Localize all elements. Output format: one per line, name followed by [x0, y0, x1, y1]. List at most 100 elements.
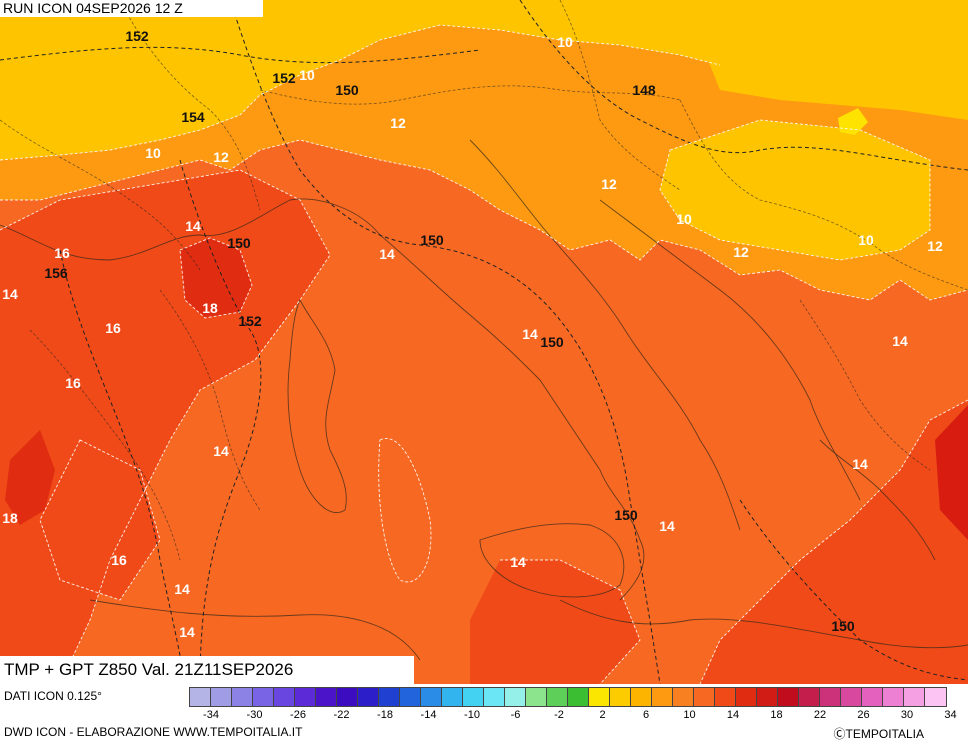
colorbar-tick-label: -30 [246, 709, 263, 721]
geopotential-label: 150 [335, 82, 359, 98]
colorbar-ticks: -34 -30 -26 -22 -18 -14 -10 -6 -2 2 6 10 14 18 22 26 30 3… [0, 709, 968, 723]
temperature-label: 14 [522, 326, 538, 342]
colorbar-tick-label: 6 [642, 709, 650, 721]
colorbar-swatch [862, 688, 883, 706]
temperature-label: 16 [54, 245, 70, 261]
colorbar-swatch [526, 688, 547, 706]
colorbar-swatch [190, 688, 211, 706]
colorbar-tick-label: -26 [290, 709, 306, 721]
temperature-map: 10 10 10 12 12 12 10 10 12 12 14 14 16 14 16 18 16 14 14 14… [0, 0, 968, 684]
colorbar-tick-label: 14 [726, 709, 740, 721]
colorbar-swatch [421, 688, 442, 706]
colorbar-tick-label: 2 [599, 709, 606, 721]
colorbar-swatch [631, 688, 652, 706]
temperature-label: 10 [145, 145, 161, 161]
temperature-label: 18 [2, 510, 18, 526]
temperature-label: 14 [185, 218, 201, 234]
colorbar-swatch [505, 688, 526, 706]
colorbar-tick-label: 18 [770, 709, 783, 721]
colorbar-swatch [484, 688, 505, 706]
temperature-label: 14 [379, 246, 395, 262]
temperature-label: 14 [2, 286, 18, 302]
colorbar-tick-label: 26 [857, 709, 870, 721]
temperature-label: 12 [733, 244, 749, 260]
colorbar-swatch [547, 688, 568, 706]
temperature-label: 12 [390, 115, 406, 131]
colorbar-tick-label: 34 [944, 709, 957, 721]
temperature-label: 14 [510, 554, 526, 570]
colorbar-swatch [715, 688, 736, 706]
colorbar-swatch [925, 688, 946, 706]
geopotential-label: 150 [227, 235, 251, 251]
colorbar-swatch [274, 688, 295, 706]
temperature-label: 10 [557, 34, 573, 50]
temperature-label: 14 [659, 518, 675, 534]
field-16-south [40, 440, 160, 600]
colorbar-tick-label: -18 [377, 709, 393, 721]
colorbar-tick-label: -22 [333, 709, 350, 721]
map-title: TMP + GPT Z850 Val. 21Z11SEP2026 [0, 656, 414, 684]
geopotential-label: 152 [125, 28, 149, 44]
geopotential-label: 150 [420, 232, 444, 248]
geopotential-label: 150 [831, 618, 855, 634]
colorbar-swatch [820, 688, 841, 706]
colorbar-swatch [337, 688, 358, 706]
colorbar-tick-label: -14 [420, 709, 437, 721]
colorbar-swatch [757, 688, 778, 706]
temperature-label: 12 [927, 238, 943, 254]
credit-label: ⒸTEMPOITALIA [833, 727, 924, 741]
field-18-greece [935, 405, 968, 540]
colorbar-swatch [841, 688, 862, 706]
colorbar-swatch [904, 688, 925, 706]
temperature-label: 14 [174, 581, 190, 597]
colorbar-swatch [736, 688, 757, 706]
temperature-label: 10 [299, 67, 315, 83]
run-label: RUN ICON 04SEP2026 12 Z [0, 0, 263, 17]
colorbar-swatch [778, 688, 799, 706]
colorbar-swatch [400, 688, 421, 706]
geopotential-label: 152 [238, 313, 262, 329]
temperature-label: 14 [892, 333, 908, 349]
geopotential-label: 150 [614, 507, 638, 523]
temperature-label: 14 [179, 624, 195, 640]
colorbar-swatch [211, 688, 232, 706]
colorbar-tick-label: 30 [900, 709, 914, 721]
colorbar-swatch [232, 688, 253, 706]
colorbar-swatch [883, 688, 904, 706]
temperature-isolines [0, 24, 968, 684]
temperature-label: 18 [202, 300, 218, 316]
temperature-label: 16 [65, 375, 81, 391]
colorbar-swatch [295, 688, 316, 706]
geopotential-label: 156 [44, 265, 68, 281]
temperature-colorbar [189, 687, 947, 707]
colorbar-swatch [358, 688, 379, 706]
temperature-label: 16 [105, 320, 121, 336]
field-18-spain [180, 238, 252, 318]
colorbar-swatch [589, 688, 610, 706]
field-16-mid [470, 560, 640, 684]
colorbar-tick-label: -10 [464, 709, 480, 721]
geopotential-label: 154 [181, 109, 205, 125]
colorbar-tick-label: -6 [510, 709, 521, 721]
colorbar-swatch [673, 688, 694, 706]
colorbar-tick-label: -2 [554, 709, 564, 721]
geopotential-label: 152 [272, 70, 296, 86]
elaboration-label: DWD ICON - ELABORAZIONE WWW.TEMPOITALIA.… [4, 725, 303, 739]
geopotential-label: 148 [632, 82, 656, 98]
colorbar-swatch [316, 688, 337, 706]
field-16-east [700, 400, 968, 684]
colorbar-tick-label: 10 [683, 709, 696, 721]
colorbar-tick-label: 22 [813, 709, 827, 721]
field-10-balkan [660, 120, 930, 260]
temperature-label: 14 [213, 443, 229, 459]
colorbar-swatch [379, 688, 400, 706]
data-source-label: DATI ICON 0.125° [4, 689, 102, 703]
temperature-label: 10 [858, 232, 874, 248]
colorbar-swatch [652, 688, 673, 706]
colorbar-swatch [694, 688, 715, 706]
temperature-label: 12 [601, 176, 617, 192]
temperature-labels: 10 10 10 12 12 12 10 10 12 12 14 14 16 14 16 18 16 14 14 14… [2, 34, 943, 640]
colorbar-swatch [610, 688, 631, 706]
colorbar-swatch [799, 688, 820, 706]
colorbar-tick-label: -34 [203, 709, 219, 721]
